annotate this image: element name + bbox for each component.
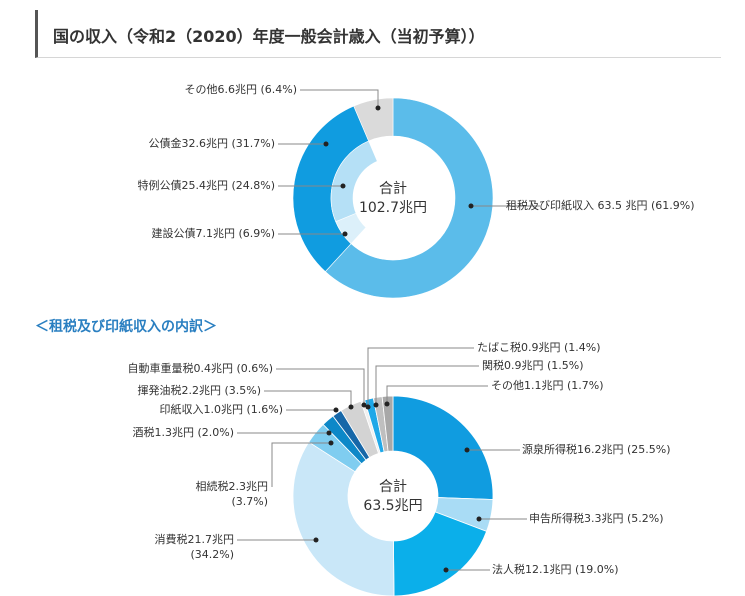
donut-hole <box>353 158 433 238</box>
leader-dot <box>476 516 482 522</box>
leader-dot <box>361 402 367 408</box>
data-label: 源泉所得税16.2兆円 (25.5%) <box>522 442 671 456</box>
leader-dot <box>443 567 449 573</box>
data-label: 関税0.9兆円 (1.5%) <box>482 358 584 372</box>
data-label: 公債金32.6兆円 (31.7%) <box>148 136 275 150</box>
leader-dot <box>313 537 319 543</box>
leader-dot <box>373 402 379 408</box>
data-label: 酒税1.3兆円 (2.0%) <box>132 425 234 439</box>
tax-donut-chart: 合計 63.5兆円 源泉所得税16.2兆円 (25.5%) 申告所得税3.3兆円 (5… <box>127 340 671 596</box>
center-label: 合計 <box>379 479 407 495</box>
leader-dot <box>323 141 329 147</box>
data-label: 揮発油税2.2兆円 (3.5%) <box>137 383 261 397</box>
leader-dot <box>464 447 470 453</box>
data-label: 相続税2.3兆円 <box>196 479 269 493</box>
leader-line <box>271 442 331 487</box>
page-title-bar: 国の収入（令和2（2020）年度一般会計歳入（当初予算）） <box>35 10 721 58</box>
tax-breakdown-heading: ＜租税及び印紙収入の内訳＞ <box>35 319 217 335</box>
data-label: 自動車重量税0.4兆円 (0.6%) <box>127 361 273 375</box>
data-label: 法人税12.1兆円 (19.0%) <box>492 562 619 576</box>
page-title: 国の収入（令和2（2020）年度一般会計歳入（当初予算）） <box>53 27 485 46</box>
leader-line <box>276 368 365 405</box>
leader-dot <box>468 203 474 209</box>
center-label: 合計 <box>379 181 407 197</box>
data-label: 申告所得税3.3兆円 (5.2%) <box>529 511 664 525</box>
leader-line <box>375 365 479 405</box>
revenue-donut-chart: 合計 102.7兆円 その他6.6兆円 (6.4%) 公債金32.6兆円 (31.7%… <box>137 83 695 299</box>
data-label: (34.2%) <box>190 548 234 561</box>
data-label: その他1.1兆円 (1.7%) <box>491 379 604 392</box>
leader-dot <box>342 231 348 237</box>
data-label: 印紙収入1.0兆円 (1.6%) <box>159 402 283 416</box>
center-total: 63.5兆円 <box>363 498 422 514</box>
leader-dot <box>384 401 390 407</box>
leader-dot <box>328 440 334 446</box>
data-label: (3.7%) <box>231 495 268 508</box>
data-label: 特例公債25.4兆円 (24.8%) <box>137 178 275 192</box>
leader-line <box>367 347 474 407</box>
data-label: 租税及び印紙収入 63.5 兆円 (61.9%) <box>506 198 695 212</box>
leader-line <box>264 390 352 407</box>
data-label: その他6.6兆円 (6.4%) <box>184 83 297 96</box>
inner-blank <box>368 136 393 162</box>
inner-blank <box>351 136 455 260</box>
leader-dot <box>348 404 354 410</box>
leader-dot <box>375 105 381 111</box>
data-label: 消費税21.7兆円 <box>155 532 235 546</box>
center-total: 102.7兆円 <box>359 200 427 216</box>
leader-dot <box>365 404 371 410</box>
leader-dot <box>333 407 339 413</box>
leader-line <box>386 385 488 404</box>
leader-dot <box>340 183 346 189</box>
data-label: たばこ税0.9兆円 (1.4%) <box>477 340 601 354</box>
data-label: 建設公債7.1兆円 (6.9%) <box>151 226 275 240</box>
leader-dot <box>326 430 332 436</box>
donut-hole <box>348 451 438 541</box>
leader-line <box>300 89 379 108</box>
